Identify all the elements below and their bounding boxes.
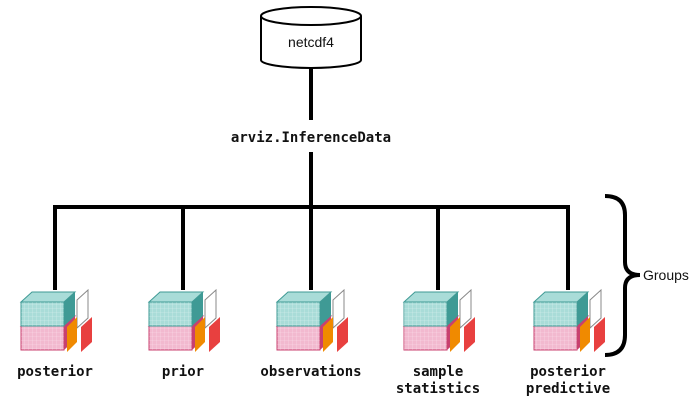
orange-sheet (450, 317, 460, 352)
group-observations: observations (260, 207, 362, 380)
dataset-icon (19, 288, 92, 352)
group-label: prior (162, 364, 204, 380)
orange-sheet (580, 317, 590, 352)
group-label: observations (260, 364, 361, 380)
dataset-icon (147, 288, 220, 352)
red-sheet (81, 317, 92, 352)
group-label: posterior (17, 364, 93, 380)
storage-label: netcdf4 (288, 34, 334, 50)
dataset-icon (275, 288, 348, 352)
group-label: predictive (526, 381, 610, 397)
dataset-icon (532, 288, 605, 352)
netcdf4-cylinder: netcdf4 (260, 6, 362, 69)
dataset-icon (402, 288, 475, 352)
orange-sheet (67, 317, 77, 352)
orange-sheet (323, 317, 333, 352)
groups-label: Groups (643, 267, 689, 283)
group-prior: prior (147, 207, 220, 380)
groups-brace (604, 194, 641, 357)
red-sheet (594, 317, 605, 352)
group-label: posterior (530, 364, 606, 380)
group-label: statistics (396, 381, 480, 397)
red-sheet (209, 317, 220, 352)
red-sheet (464, 317, 475, 352)
group-label: sample (413, 364, 464, 380)
orange-sheet (195, 317, 205, 352)
root-label: arviz.InferenceData (231, 130, 391, 146)
group-posterior: posterior (17, 207, 93, 380)
red-sheet (337, 317, 348, 352)
